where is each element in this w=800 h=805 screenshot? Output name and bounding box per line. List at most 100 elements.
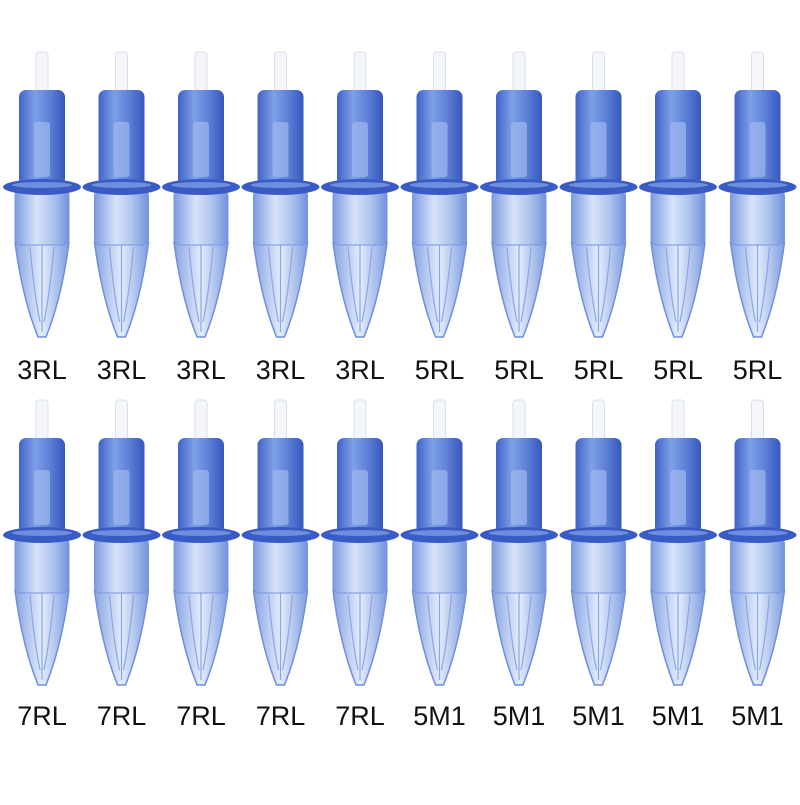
cartridge-flange-shine bbox=[568, 182, 629, 188]
cartridge-window bbox=[511, 122, 527, 177]
cartridge-rib bbox=[426, 592, 453, 680]
cartridge bbox=[321, 51, 399, 338]
cartridge-label: 5M1 bbox=[493, 701, 546, 731]
cartridge-rib bbox=[188, 592, 214, 680]
cartridge-lower-body bbox=[650, 189, 706, 246]
cartridge bbox=[718, 51, 797, 338]
cartridge-lower-body bbox=[412, 537, 467, 594]
cartridge-flange-shine bbox=[12, 530, 72, 536]
cartridge-lower-body bbox=[253, 537, 308, 594]
cartridge-flange-shine bbox=[250, 530, 311, 536]
cartridge-label: 7RL bbox=[256, 701, 306, 731]
cartridge bbox=[639, 399, 717, 686]
cartridge-label: 5M1 bbox=[652, 701, 705, 731]
cartridge-label: 3RL bbox=[176, 355, 226, 385]
cartridge-flange-shine bbox=[727, 530, 788, 536]
cartridge-label: 5M1 bbox=[413, 701, 466, 731]
cartridge-stem bbox=[512, 399, 526, 445]
cartridge-stem bbox=[194, 51, 208, 97]
cartridge-rib bbox=[665, 244, 691, 332]
cartridge-stem bbox=[115, 399, 128, 445]
cartridge-flange-shine bbox=[409, 182, 470, 188]
cartridge-flange-shine bbox=[91, 182, 152, 188]
cartridge-label: 3RL bbox=[17, 355, 67, 385]
cartridge-window bbox=[352, 122, 368, 177]
cartridge-stem bbox=[512, 51, 526, 97]
cartridge-lower-body bbox=[571, 189, 626, 246]
cartridge-window bbox=[511, 470, 527, 525]
cartridge-window bbox=[34, 122, 50, 177]
cartridge-label: 7RL bbox=[176, 701, 226, 731]
cartridge-flange-shine bbox=[489, 182, 549, 188]
cartridge-stem bbox=[671, 51, 685, 97]
cartridge-window bbox=[670, 122, 686, 177]
cartridge-lower-body bbox=[253, 189, 308, 246]
cartridge-stem bbox=[592, 51, 605, 97]
cartridge-stem bbox=[433, 399, 446, 445]
cartridge-label: 5M1 bbox=[572, 701, 625, 731]
cartridge-lower-body bbox=[650, 537, 706, 594]
cartridge-flange-shine bbox=[91, 530, 152, 536]
cartridge-window bbox=[670, 470, 686, 525]
cartridge-rib bbox=[347, 592, 373, 680]
cartridge-rib bbox=[347, 244, 373, 332]
cartridge bbox=[321, 399, 399, 686]
cartridge-flange-shine bbox=[648, 530, 708, 536]
cartridge-label: 7RL bbox=[335, 701, 385, 731]
cartridge-rib bbox=[585, 592, 612, 680]
cartridge-window bbox=[749, 470, 766, 525]
cartridge-label: 3RL bbox=[256, 355, 306, 385]
cartridge-lower-body bbox=[173, 189, 229, 246]
cartridge bbox=[241, 51, 320, 338]
cartridge-window bbox=[272, 470, 289, 525]
cartridge-rib bbox=[188, 244, 214, 332]
cartridge-label: 5RL bbox=[733, 355, 783, 385]
cartridge-window bbox=[193, 470, 209, 525]
cartridge-rib bbox=[108, 244, 135, 332]
cartridge-flange-shine bbox=[12, 182, 72, 188]
cartridge-stem bbox=[592, 399, 605, 445]
cartridge-label: 3RL bbox=[97, 355, 147, 385]
cartridge-lower-body bbox=[94, 189, 149, 246]
cartridge-label: 7RL bbox=[97, 701, 147, 731]
cartridge-lower-body bbox=[14, 189, 70, 246]
cartridge-rib bbox=[744, 592, 771, 680]
cartridge-window bbox=[431, 470, 448, 525]
cartridge bbox=[3, 51, 81, 338]
cartridge-window bbox=[590, 470, 607, 525]
cartridge-stem bbox=[671, 399, 685, 445]
cartridge bbox=[82, 399, 161, 686]
cartridge-window bbox=[590, 122, 607, 177]
cartridge-stem bbox=[751, 399, 764, 445]
cartridge-lower-body bbox=[412, 189, 467, 246]
cartridge bbox=[559, 51, 638, 338]
cartridge-rib bbox=[585, 244, 612, 332]
cartridge bbox=[162, 399, 240, 686]
cartridge-rib bbox=[267, 592, 294, 680]
cartridge-window bbox=[352, 470, 368, 525]
cartridge-stem bbox=[353, 399, 367, 445]
cartridge-stem bbox=[353, 51, 367, 97]
cartridge-window bbox=[34, 470, 50, 525]
cartridge-stem bbox=[194, 399, 208, 445]
cartridge-flange-shine bbox=[250, 182, 311, 188]
cartridge-lower-body bbox=[571, 537, 626, 594]
cartridge-rib bbox=[29, 244, 55, 332]
cartridge-label: 5M1 bbox=[731, 701, 784, 731]
cartridge-rib bbox=[267, 244, 294, 332]
cartridge-window bbox=[272, 122, 289, 177]
cartridge-flange-shine bbox=[330, 530, 390, 536]
cartridge-label: 3RL bbox=[335, 355, 385, 385]
cartridge-rib bbox=[506, 244, 532, 332]
cartridge-stem bbox=[115, 51, 128, 97]
cartridge bbox=[639, 51, 717, 338]
cartridge-window bbox=[193, 122, 209, 177]
cartridge bbox=[400, 399, 479, 686]
cartridge bbox=[718, 399, 797, 686]
cartridge-flange-shine bbox=[727, 182, 788, 188]
cartridge-rib bbox=[426, 244, 453, 332]
cartridge-label: 5RL bbox=[574, 355, 624, 385]
cartridge-flange-shine bbox=[171, 530, 231, 536]
cartridge-lower-body bbox=[94, 537, 149, 594]
cartridge-lower-body bbox=[491, 537, 547, 594]
